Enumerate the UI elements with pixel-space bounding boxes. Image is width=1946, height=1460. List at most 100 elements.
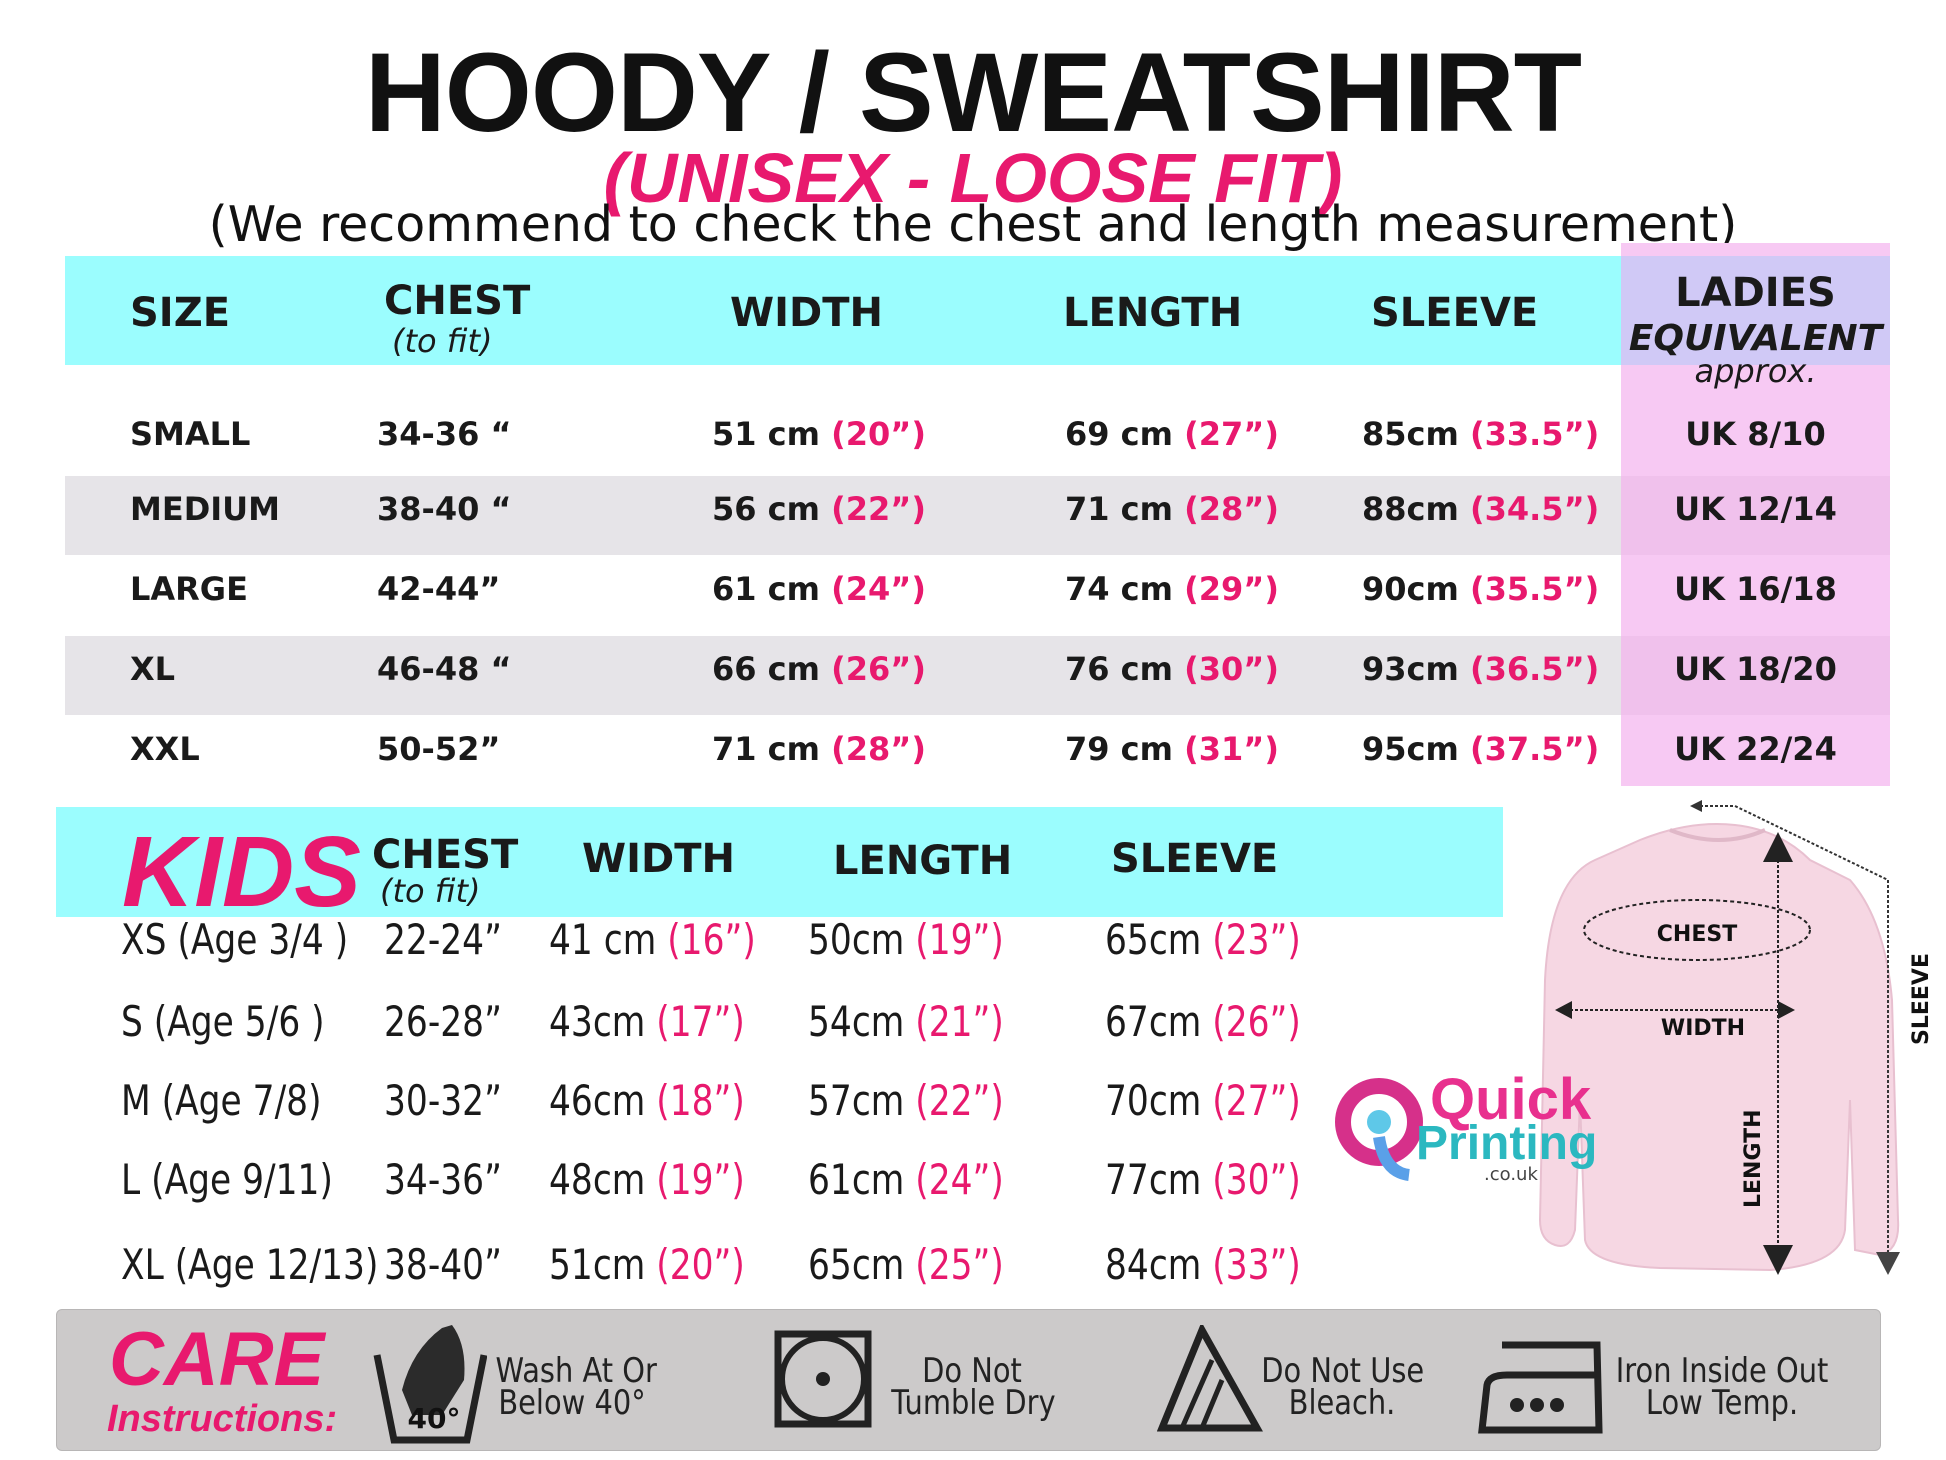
cell-width-value: 51 cm — [712, 415, 820, 453]
cell-length-value: 69 cm — [1065, 415, 1173, 453]
header-chest: CHEST — [384, 278, 531, 324]
cell-size-value: XL — [130, 650, 176, 688]
kids-cell-chest: 30-32” — [384, 1076, 502, 1125]
kids-cell-width-value: 51cm — [549, 1240, 646, 1289]
cell-sleeve-value: 90cm — [1362, 570, 1459, 608]
kids-cell-width-inches: (16”) — [667, 915, 756, 964]
cell-size-value: SMALL — [130, 415, 251, 453]
cell-chest-value: 34-36 “ — [377, 415, 512, 453]
kids-cell-width: 46cm (18”) — [549, 1076, 745, 1125]
cell-ladies: UK 18/20 — [1674, 650, 1837, 688]
kids-cell-size: M (Age 7/8) — [121, 1076, 322, 1125]
cell-ladies: UK 22/24 — [1674, 730, 1837, 768]
kids-cell-sleeve: 77cm (30”) — [1105, 1155, 1301, 1204]
kids-cell-length-inches: (25”) — [915, 1240, 1004, 1289]
no-tumble-dry-icon — [774, 1330, 872, 1428]
kids-cell-sleeve-inches: (33”) — [1212, 1240, 1301, 1289]
care-text-bleach: Do Not Use Bleach. — [1261, 1354, 1424, 1420]
cell-length: 69 cm (27”) — [1065, 415, 1279, 453]
cell-length-value: 76 cm — [1065, 650, 1173, 688]
cell-length: 76 cm (30”) — [1065, 650, 1279, 688]
cell-width-inches: (20”) — [831, 415, 926, 453]
kids-cell-size: S (Age 5/6 ) — [121, 997, 325, 1046]
kids-cell-width: 41 cm (16”) — [549, 915, 756, 964]
kids-cell-width: 43cm (17”) — [549, 997, 745, 1046]
care-text-iron: Iron Inside Out Low Temp. — [1615, 1351, 1829, 1420]
diagram-length-label: LENGTH — [1741, 1109, 1766, 1208]
kids-cell-size: L (Age 9/11) — [121, 1155, 333, 1204]
kids-cell-sleeve-value: 84cm — [1105, 1240, 1202, 1289]
cell-ladies: UK 16/18 — [1674, 570, 1837, 608]
cell-chest: 34-36 “ — [377, 415, 512, 453]
kids-cell-width: 48cm (19”) — [549, 1155, 745, 1204]
cell-width: 56 cm (22”) — [712, 490, 926, 528]
cell-width-value: 66 cm — [712, 650, 820, 688]
hand-wash-40-icon: 40° — [373, 1325, 487, 1444]
row-band-xl — [65, 636, 1625, 715]
header-width: WIDTH — [730, 290, 883, 336]
kids-cell-chest-value: 30-32” — [384, 1076, 502, 1125]
logo-printing: Printing — [1416, 1117, 1598, 1170]
page-title: HOODY / SWEATSHIRT — [364, 30, 1582, 155]
cell-length: 79 cm (31”) — [1065, 730, 1279, 768]
kids-cell-width-value: 48cm — [549, 1155, 646, 1204]
logo-domain: .co.uk — [1484, 1164, 1538, 1185]
kids-cell-length-value: 50cm — [808, 915, 905, 964]
kids-cell-sleeve-value: 77cm — [1105, 1155, 1202, 1204]
kids-header-chest: CHEST — [372, 832, 519, 878]
cell-width-inches: (24”) — [831, 570, 926, 608]
kids-header-band — [56, 807, 1503, 917]
kids-cell-sleeve: 67cm (26”) — [1105, 997, 1301, 1046]
cell-sleeve: 95cm (37.5”) — [1362, 730, 1599, 768]
diagram-sleeve-label: SLEEVE — [1909, 953, 1934, 1045]
kids-cell-length-inches: (22”) — [915, 1076, 1004, 1125]
kids-cell-sleeve-value: 70cm — [1105, 1076, 1202, 1125]
cell-chest: 46-48 “ — [377, 650, 512, 688]
kids-cell-chest: 26-28” — [384, 997, 502, 1046]
header-size: SIZE — [130, 290, 231, 336]
cell-size: MEDIUM — [130, 490, 280, 528]
kids-cell-size-value: XS (Age 3/4 ) — [121, 915, 349, 964]
cell-chest-value: 42-44” — [377, 570, 501, 608]
adult-header-band — [65, 256, 1625, 365]
cell-sleeve: 93cm (36.5”) — [1362, 650, 1599, 688]
kids-cell-length: 54cm (21”) — [808, 997, 1004, 1046]
cell-width: 66 cm (26”) — [712, 650, 926, 688]
kids-cell-width-inches: (18”) — [656, 1076, 745, 1125]
cell-size: LARGE — [130, 570, 248, 608]
header-length: LENGTH — [1063, 290, 1243, 336]
ladies-row-shade — [1621, 476, 1890, 555]
cell-size-value: LARGE — [130, 570, 248, 608]
care-tumble-line2: Tumble Dry — [891, 1383, 1056, 1423]
cell-size-value: MEDIUM — [130, 490, 280, 528]
kids-cell-length-value: 61cm — [808, 1155, 905, 1204]
care-iron-line1: Iron Inside Out — [1615, 1351, 1829, 1391]
kids-cell-length-inches: (19”) — [915, 915, 1004, 964]
kids-cell-width-value: 46cm — [549, 1076, 646, 1125]
cell-sleeve-inches: (34.5”) — [1469, 490, 1600, 528]
cell-sleeve: 90cm (35.5”) — [1362, 570, 1599, 608]
ladies-row-shade — [1621, 636, 1890, 715]
header-sleeve: SLEEVE — [1371, 290, 1539, 336]
kids-cell-width-value: 41 cm — [549, 915, 657, 964]
kids-cell-size-value: L (Age 9/11) — [121, 1155, 333, 1204]
kids-cell-length-inches: (24”) — [915, 1155, 1004, 1204]
header-ladies: LADIES — [1675, 270, 1836, 316]
kids-cell-length-value: 57cm — [808, 1076, 905, 1125]
kids-cell-size-value: XL (Age 12/13) — [121, 1240, 379, 1289]
kids-cell-width-value: 43cm — [549, 997, 646, 1046]
quick-printing-logo: Quick Printing .co.uk — [1334, 1067, 1604, 1187]
kids-cell-sleeve: 70cm (27”) — [1105, 1076, 1301, 1125]
cell-chest-value: 50-52” — [377, 730, 501, 768]
cell-length-value: 79 cm — [1065, 730, 1173, 768]
kids-header-length: LENGTH — [833, 838, 1013, 884]
cell-width: 71 cm (28”) — [712, 730, 926, 768]
cell-length-inches: (30”) — [1184, 650, 1279, 688]
diagram-chest-label: CHEST — [1657, 922, 1737, 947]
kids-cell-length: 50cm (19”) — [808, 915, 1004, 964]
cell-width: 61 cm (24”) — [712, 570, 926, 608]
kids-cell-size: XL (Age 12/13) — [121, 1240, 378, 1289]
sweatshirt-diagram: CHEST WIDTH LENGTH SLEEVE — [1538, 800, 1934, 1275]
kids-cell-length-value: 54cm — [808, 997, 905, 1046]
cell-chest-value: 38-40 “ — [377, 490, 512, 528]
